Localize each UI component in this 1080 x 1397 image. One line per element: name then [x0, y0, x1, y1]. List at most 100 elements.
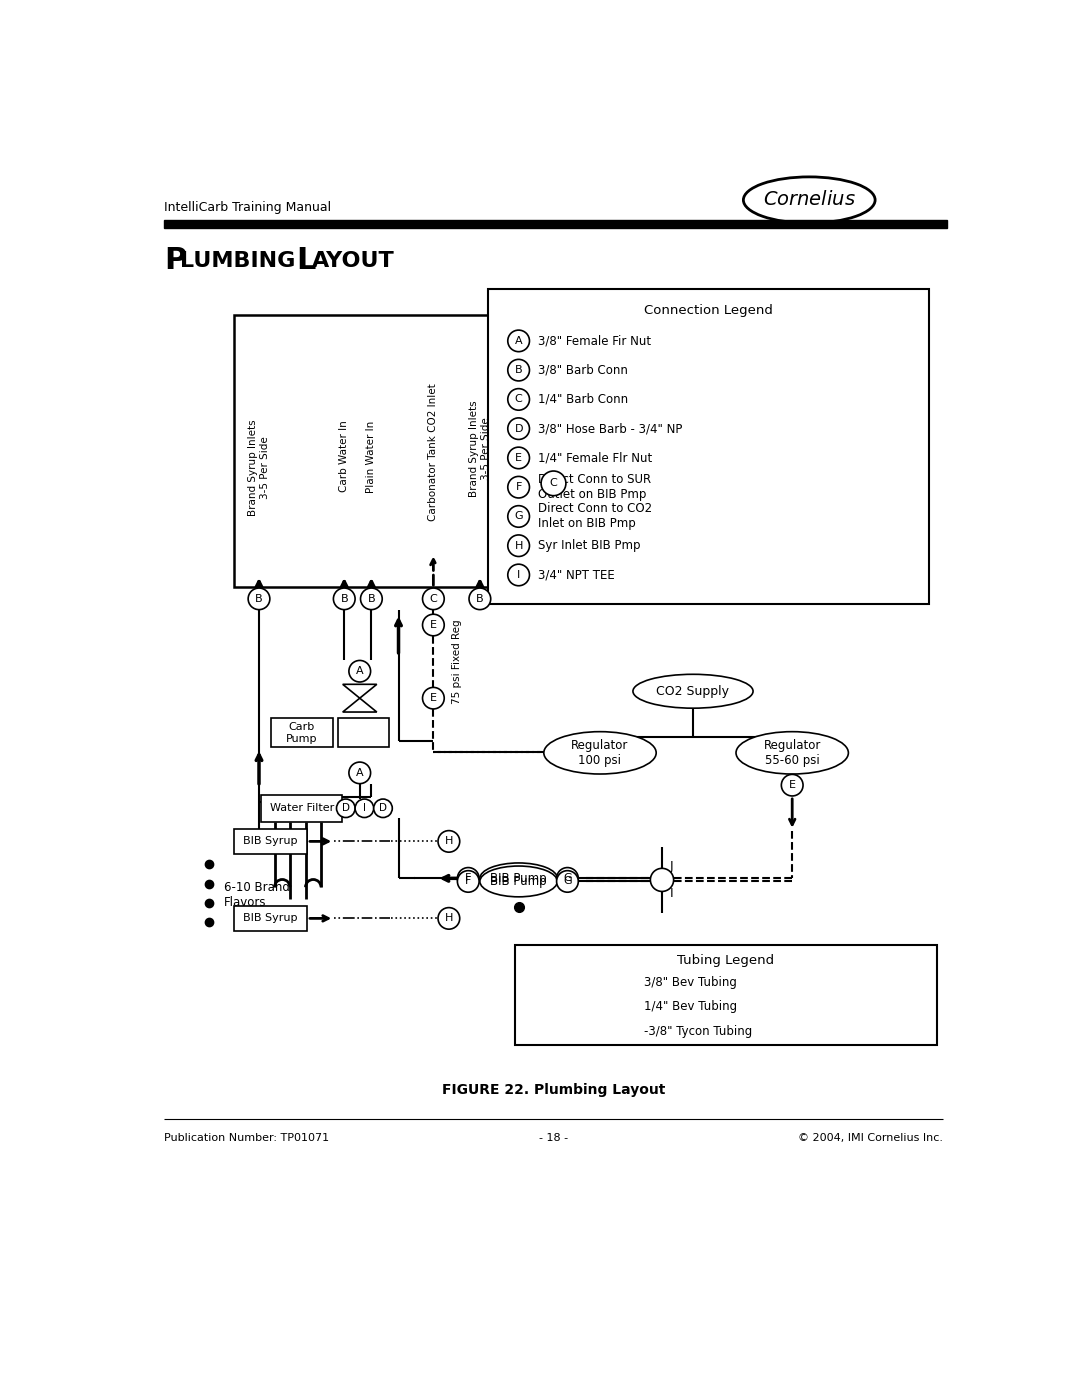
Circle shape [508, 564, 529, 585]
Text: F: F [465, 876, 472, 887]
Text: Regulator
55-60 psi: Regulator 55-60 psi [764, 739, 821, 767]
FancyBboxPatch shape [515, 946, 937, 1045]
Text: B: B [340, 594, 348, 604]
Text: B: B [476, 594, 484, 604]
Text: 1/4" Barb Conn: 1/4" Barb Conn [538, 393, 629, 407]
Text: D: D [514, 423, 523, 433]
Text: A: A [356, 666, 364, 676]
Text: BIB Pump: BIB Pump [490, 872, 546, 884]
Text: Water Filter: Water Filter [270, 803, 334, 813]
Circle shape [349, 661, 370, 682]
Text: G: G [514, 511, 523, 521]
Text: BIB Syrup: BIB Syrup [243, 837, 298, 847]
Text: C: C [430, 594, 437, 604]
FancyBboxPatch shape [164, 219, 947, 228]
Text: - 18 -: - 18 - [539, 1133, 568, 1143]
Text: BIB Syrup: BIB Syrup [243, 914, 298, 923]
Ellipse shape [633, 675, 753, 708]
Text: I: I [363, 803, 366, 813]
FancyBboxPatch shape [234, 316, 546, 587]
Text: H: H [445, 914, 454, 923]
Text: I: I [670, 887, 673, 900]
Circle shape [374, 799, 392, 817]
Text: Publication Number: TP01071: Publication Number: TP01071 [164, 1133, 329, 1143]
Text: Direct Conn to CO2
Inlet on BIB Pmp: Direct Conn to CO2 Inlet on BIB Pmp [538, 503, 652, 531]
Text: 1/4" Bev Tubing: 1/4" Bev Tubing [644, 1000, 738, 1013]
Text: E: E [515, 453, 522, 462]
Text: © 2004, IMI Cornelius Inc.: © 2004, IMI Cornelius Inc. [797, 1133, 943, 1143]
FancyBboxPatch shape [233, 907, 308, 930]
Circle shape [508, 418, 529, 440]
Circle shape [438, 908, 460, 929]
Text: L: L [296, 246, 315, 275]
Circle shape [650, 869, 674, 891]
Text: J: J [670, 859, 673, 873]
Text: Syr Inlet BIB Pmp: Syr Inlet BIB Pmp [538, 539, 640, 552]
Text: F: F [465, 873, 472, 883]
Text: IntelliCarb Training Manual: IntelliCarb Training Manual [164, 201, 332, 214]
Text: BIB Pump: BIB Pump [490, 875, 546, 888]
Ellipse shape [480, 863, 557, 894]
Circle shape [541, 471, 566, 496]
Circle shape [508, 506, 529, 527]
Ellipse shape [735, 732, 849, 774]
Text: AYOUT: AYOUT [312, 251, 394, 271]
Circle shape [422, 615, 444, 636]
Circle shape [508, 388, 529, 411]
FancyBboxPatch shape [488, 289, 930, 605]
Circle shape [508, 330, 529, 352]
Circle shape [361, 588, 382, 609]
Text: D: D [341, 803, 350, 813]
Circle shape [337, 799, 355, 817]
Circle shape [508, 447, 529, 469]
FancyBboxPatch shape [233, 828, 308, 854]
Text: Connection Legend: Connection Legend [644, 303, 773, 317]
Circle shape [508, 535, 529, 556]
Text: C: C [515, 394, 523, 404]
Text: G: G [563, 876, 571, 887]
Text: 6-10 Brand
Flavors: 6-10 Brand Flavors [225, 882, 291, 909]
Text: E: E [430, 620, 437, 630]
Circle shape [458, 868, 480, 888]
Circle shape [469, 588, 490, 609]
Text: Carbonator Tank CO2 Inlet: Carbonator Tank CO2 Inlet [429, 384, 438, 521]
Text: Brand Syrup Inlets
3-5 Per Side: Brand Syrup Inlets 3-5 Per Side [248, 419, 270, 517]
Text: B: B [515, 365, 523, 376]
Text: C: C [550, 478, 557, 489]
Ellipse shape [480, 866, 557, 897]
Circle shape [349, 763, 370, 784]
Text: E: E [788, 780, 796, 791]
Text: FIGURE 22. Plumbing Layout: FIGURE 22. Plumbing Layout [442, 1083, 665, 1097]
Text: 3/8" Bev Tubing: 3/8" Bev Tubing [644, 975, 737, 989]
Circle shape [458, 870, 480, 893]
Text: I: I [517, 570, 521, 580]
Text: A: A [356, 768, 364, 778]
Text: E: E [430, 693, 437, 703]
Text: G: G [563, 873, 571, 883]
Text: Direct Conn to SUR
Outlet on BIB Pmp: Direct Conn to SUR Outlet on BIB Pmp [538, 474, 651, 502]
Text: B: B [367, 594, 375, 604]
Text: $\mathit{Cornelius}$: $\mathit{Cornelius}$ [762, 190, 855, 210]
Text: 3/8" Barb Conn: 3/8" Barb Conn [538, 363, 627, 377]
Text: Tubing Legend: Tubing Legend [677, 954, 774, 967]
Text: Plain Water In: Plain Water In [366, 420, 376, 493]
FancyBboxPatch shape [261, 795, 342, 821]
Text: 3/4" NPT TEE: 3/4" NPT TEE [538, 569, 615, 581]
Ellipse shape [743, 177, 875, 224]
Circle shape [556, 868, 578, 888]
Circle shape [556, 870, 578, 893]
Circle shape [438, 831, 460, 852]
FancyBboxPatch shape [271, 718, 333, 747]
Circle shape [422, 588, 444, 609]
Text: LUMBING: LUMBING [180, 251, 295, 271]
Text: B: B [255, 594, 262, 604]
Text: 1/4" Female Flr Nut: 1/4" Female Flr Nut [538, 451, 652, 464]
Text: Brand Syrup Inlets
3-5 Per Side: Brand Syrup Inlets 3-5 Per Side [469, 401, 490, 497]
Text: Carb Water In: Carb Water In [339, 420, 349, 492]
Text: CO2 Supply: CO2 Supply [657, 685, 729, 697]
FancyBboxPatch shape [338, 718, 389, 747]
Text: H: H [514, 541, 523, 550]
Circle shape [508, 359, 529, 381]
Text: -3/8" Tycon Tubing: -3/8" Tycon Tubing [644, 1025, 753, 1038]
Circle shape [248, 588, 270, 609]
